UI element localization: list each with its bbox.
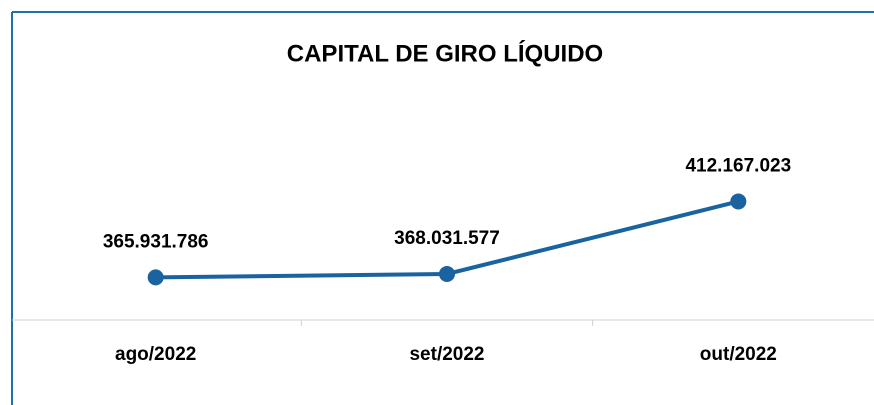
x-tick-label: set/2022 bbox=[409, 344, 484, 365]
marker bbox=[147, 269, 164, 286]
data-label: 368.031.577 bbox=[394, 228, 500, 249]
chart-title: CAPITAL DE GIRO LÍQUIDO bbox=[287, 39, 603, 67]
x-tick-label: out/2022 bbox=[700, 344, 777, 365]
data-label: 365.931.786 bbox=[103, 231, 209, 252]
marker bbox=[730, 193, 747, 210]
data-label: 412.167.023 bbox=[685, 155, 791, 176]
x-tick-label: ago/2022 bbox=[115, 344, 196, 365]
marker bbox=[439, 265, 455, 282]
